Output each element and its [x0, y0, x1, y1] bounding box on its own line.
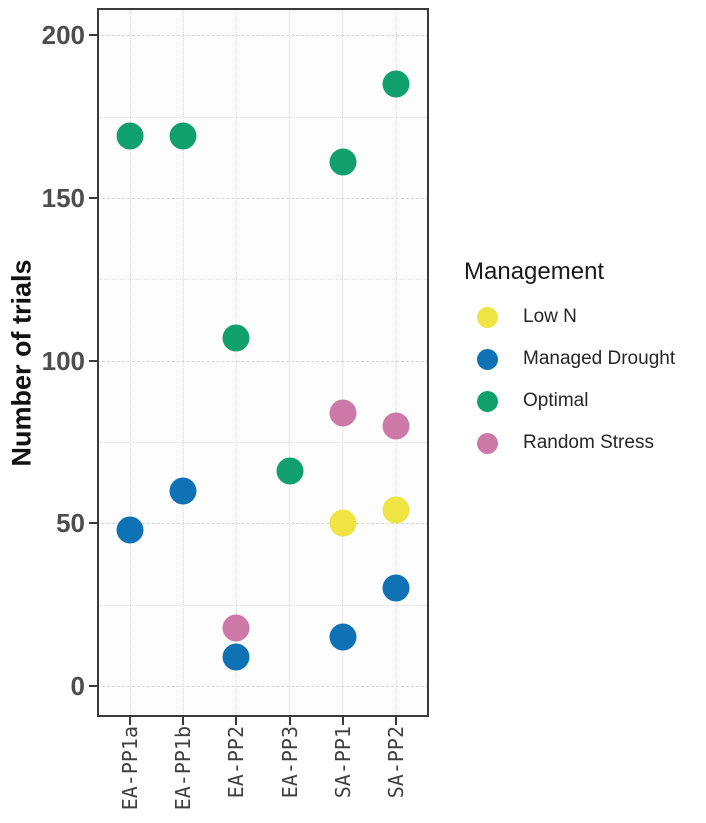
legend-row-low-n: Low N — [462, 296, 706, 338]
gridline-major-150 — [97, 198, 429, 200]
legend-label-optimal: Optimal — [523, 390, 589, 411]
x-tick-label-ea-pp3: EA-PP3 — [277, 726, 302, 799]
gridline-minor-25 — [97, 604, 429, 606]
y-tick-mark-200 — [89, 34, 97, 37]
data-point-ea-pp1b-optimal — [169, 122, 197, 150]
x-tick-label-sa-pp2: SA-PP2 — [384, 726, 408, 799]
gridline-vertical-ea-pp1a — [129, 8, 131, 717]
gridline-vertical-sa-pp1 — [342, 8, 344, 717]
x-tick-label-sa-pp1: SA-PP1 — [330, 726, 355, 799]
data-point-ea-pp2-random-stress — [222, 614, 250, 642]
data-point-sa-pp1-managed-drought — [329, 623, 357, 651]
legend-label-low-n: Low N — [523, 306, 577, 327]
data-point-ea-pp2-optimal — [222, 324, 250, 352]
x-tick-label-ea-pp1b: EA-PP1b — [171, 726, 196, 811]
x-tick-mark-ea-pp1b — [182, 717, 185, 725]
data-point-ea-pp1a-managed-drought — [116, 516, 144, 544]
y-tick-label-100: 100 — [41, 345, 85, 376]
x-tick-mark-sa-pp1 — [341, 717, 344, 725]
data-point-ea-pp3-optimal — [276, 457, 304, 485]
gridline-minor-175 — [97, 116, 429, 118]
x-tick-mark-ea-pp3 — [288, 717, 291, 725]
data-point-sa-pp2-managed-drought — [382, 574, 410, 602]
gridline-vertical-ea-pp2 — [235, 8, 237, 717]
y-tick-label-150: 150 — [41, 183, 85, 214]
data-point-sa-pp1-low-n — [329, 509, 357, 537]
y-tick-mark-150 — [89, 197, 97, 200]
legend-row-optimal: Optimal — [462, 380, 706, 422]
y-tick-mark-100 — [89, 359, 97, 362]
gridline-major-0 — [97, 686, 429, 688]
gridline-major-50 — [97, 523, 429, 525]
data-point-sa-pp1-random-stress — [329, 399, 357, 427]
data-point-ea-pp2-managed-drought — [222, 643, 250, 671]
y-tick-label-50: 50 — [56, 508, 85, 539]
gridline-vertical-ea-pp1b — [182, 8, 184, 717]
x-tick-mark-ea-pp2 — [235, 717, 238, 725]
legend-items: Low N Managed Drought Optimal Random Stress — [462, 296, 706, 464]
data-point-ea-pp1a-optimal — [116, 122, 144, 150]
x-tick-mark-sa-pp2 — [395, 717, 397, 725]
random-stress-swatch-icon — [477, 432, 498, 454]
gridline-vertical-ea-pp3 — [289, 8, 291, 717]
legend-label-managed-drought: Managed Drought — [523, 348, 676, 369]
data-point-sa-pp1-optimal — [329, 148, 357, 176]
legend: Management Low N Managed Drought Optimal Ra… — [462, 257, 706, 464]
legend-row-managed-drought: Managed Drought — [462, 338, 706, 380]
optimal-swatch-icon — [477, 390, 498, 412]
managed-drought-swatch-icon — [477, 348, 498, 370]
plot-panel — [97, 8, 429, 717]
legend-title: Management — [464, 258, 605, 285]
x-tick-mark-ea-pp1a — [129, 717, 131, 725]
low-n-swatch-icon — [477, 306, 498, 328]
gridline-minor-75 — [97, 442, 429, 444]
legend-row-random-stress: Random Stress — [462, 422, 706, 464]
y-tick-mark-0 — [89, 685, 97, 688]
x-tick-label-ea-pp1a: EA-PP1a — [118, 726, 142, 811]
data-point-sa-pp2-low-n — [382, 496, 410, 524]
legend-label-random-stress: Random Stress — [523, 432, 654, 453]
data-point-ea-pp1b-managed-drought — [169, 477, 197, 505]
y-tick-label-200: 200 — [41, 20, 85, 51]
gridline-minor-125 — [97, 279, 429, 281]
x-tick-label-ea-pp2: EA-PP2 — [224, 726, 249, 799]
data-point-sa-pp2-optimal — [382, 70, 410, 98]
gridline-major-100 — [97, 360, 429, 362]
gridline-vertical-sa-pp2 — [395, 8, 397, 717]
y-tick-mark-50 — [89, 522, 97, 525]
data-point-sa-pp2-random-stress — [382, 412, 410, 440]
y-tick-label-0: 0 — [70, 671, 85, 702]
gridline-major-200 — [97, 35, 429, 37]
